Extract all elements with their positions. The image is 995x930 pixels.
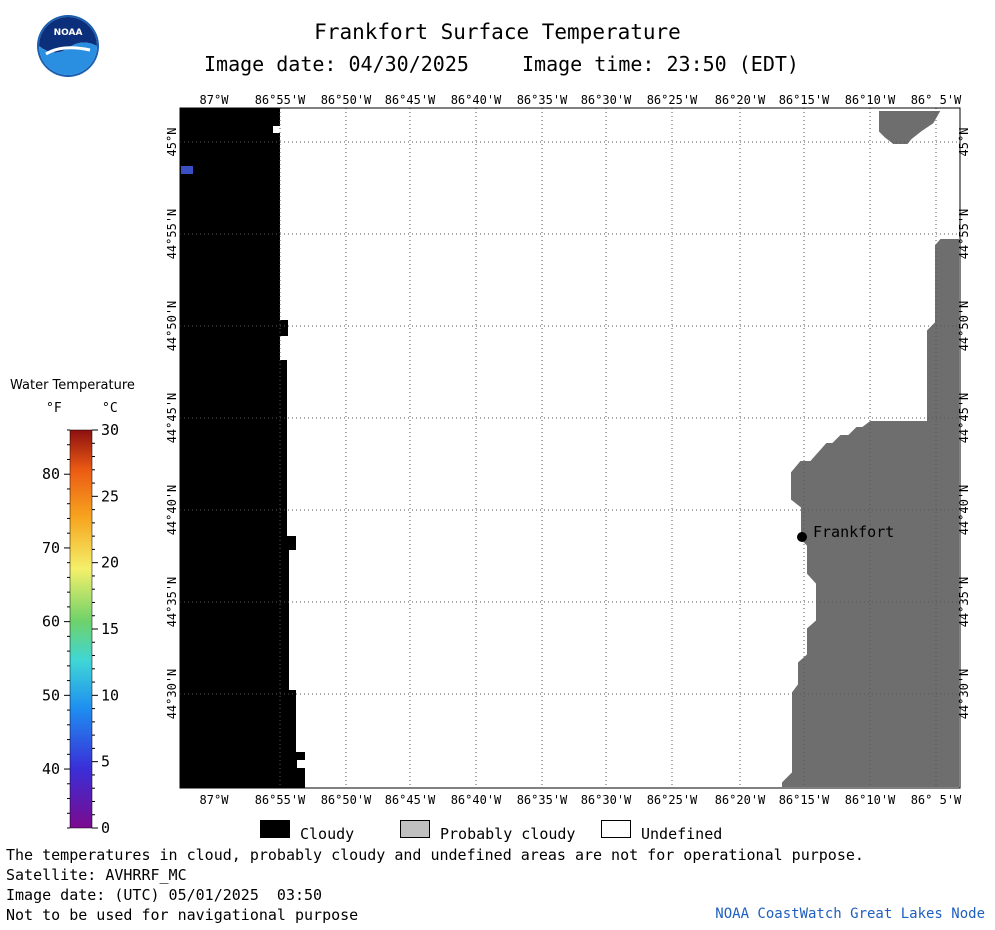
lon-label-bottom: 86°35'W <box>517 793 568 807</box>
lon-label-top: 87°W <box>200 93 230 107</box>
legend-swatch-cloudy <box>260 820 290 838</box>
colorbar-label-c: 25 <box>101 487 119 505</box>
lon-label-bottom: 86°55'W <box>255 793 306 807</box>
lat-label-left: 44°55'N <box>165 209 179 260</box>
lat-label-left: 44°35'N <box>165 577 179 628</box>
legend-label-probably-cloudy: Probably cloudy <box>440 825 576 843</box>
lon-label-bottom: 86°40'W <box>451 793 502 807</box>
legend-label-cloudy: Cloudy <box>300 825 355 843</box>
lon-label-bottom: 86°30'W <box>581 793 632 807</box>
lon-label-top: 86° 5'W <box>911 93 962 107</box>
colorbar-label-f: 50 <box>42 686 60 704</box>
footer-note: The temperatures in cloud, probably clou… <box>6 846 864 864</box>
lat-labels-right: 45°N 44°55'N 44°50'N 44°45'N 44°40'N 44°35'N 4… <box>957 128 971 720</box>
colorbar <box>69 429 93 829</box>
footer-nav-warning: Not to be used for navigational purpose <box>6 906 359 924</box>
lat-label-right: 44°30'N <box>957 669 971 720</box>
lon-label-top: 86°40'W <box>451 93 502 107</box>
legend-swatch-undefined <box>601 820 631 838</box>
lon-label-bottom: 86°10'W <box>845 793 896 807</box>
lat-labels-left: 45°N 44°55'N 44°50'N 44°45'N 44°40'N 44°35'N 4… <box>165 128 179 720</box>
noaa-logo: NOAA <box>37 15 99 77</box>
colorbar-label-c: 0 <box>101 819 110 837</box>
lat-label-right: 44°50'N <box>957 301 971 352</box>
noaa-logo-text: NOAA <box>54 28 83 38</box>
colorbar-label-f: 70 <box>42 539 60 557</box>
lat-label-right: 45°N <box>957 128 971 157</box>
water-pixel <box>181 166 193 174</box>
frankfort-marker <box>797 532 807 542</box>
lat-label-left: 44°40'N <box>165 485 179 536</box>
colorbar-label-c: 10 <box>101 686 119 704</box>
image-time: Image time: 23:50 (EDT) <box>522 52 799 76</box>
lon-label-top: 86°45'W <box>385 93 436 107</box>
lon-label-top: 86°30'W <box>581 93 632 107</box>
colorbar-label-c: 30 <box>101 421 119 439</box>
lat-label-right: 44°55'N <box>957 209 971 260</box>
colorbar-label-c: 15 <box>101 620 119 638</box>
lon-label-top: 86°15'W <box>779 93 830 107</box>
lat-label-left: 45°N <box>165 128 179 157</box>
colorbar-label-f: 40 <box>42 760 60 778</box>
colorbar-label-f: 60 <box>42 613 60 631</box>
colorbar-label-c: 20 <box>101 554 119 572</box>
lon-label-bottom: 86°25'W <box>647 793 698 807</box>
image-date: Image date: 04/30/2025 <box>204 52 469 76</box>
footer-satellite: Satellite: AVHRRF_MC <box>6 866 187 884</box>
lon-label-top: 86°25'W <box>647 93 698 107</box>
legend-swatch-probably-cloudy <box>400 820 430 838</box>
colorbar-title: Water Temperature <box>10 378 135 393</box>
lon-label-top: 86°55'W <box>255 93 306 107</box>
lon-label-bottom: 86°15'W <box>779 793 830 807</box>
colorbar-label-f: 80 <box>42 465 60 483</box>
lon-label-top: 86°20'W <box>715 93 766 107</box>
lon-label-top: 86°50'W <box>321 93 372 107</box>
lon-label-top: 86°35'W <box>517 93 568 107</box>
page-title: Frankfort Surface Temperature <box>314 20 681 44</box>
unit-celsius: °C <box>102 401 118 416</box>
lon-labels-bottom: 87°W 86°55'W 86°50'W 86°45'W 86°40'W 86°35'W 8… <box>200 793 963 807</box>
lon-label-bottom: 87°W <box>200 793 230 807</box>
footer-utc-date: Image date: (UTC) 05/01/2025 03:50 <box>6 886 323 904</box>
lon-label-bottom: 86°45'W <box>385 793 436 807</box>
lat-label-right: 44°45'N <box>957 393 971 444</box>
cloudy-region <box>180 108 305 788</box>
lon-label-bottom: 86°50'W <box>321 793 372 807</box>
place-label-frankfort: Frankfort <box>813 523 895 541</box>
lon-label-top: 86°10'W <box>845 93 896 107</box>
map-area <box>179 107 961 789</box>
lat-label-right: 44°35'N <box>957 577 971 628</box>
unit-fahrenheit: °F <box>46 401 62 416</box>
lat-label-left: 44°45'N <box>165 393 179 444</box>
lat-label-left: 44°30'N <box>165 669 179 720</box>
legend-label-undefined: Undefined <box>641 825 723 843</box>
probably-cloudy-island <box>877 109 944 146</box>
lon-label-bottom: 86°20'W <box>715 793 766 807</box>
lon-label-bottom: 86° 5'W <box>911 793 962 807</box>
lat-label-right: 44°40'N <box>957 485 971 536</box>
lon-labels-top: 87°W 86°55'W 86°50'W 86°45'W 86°40'W 86°35'W 8… <box>200 93 963 107</box>
footer-credit[interactable]: NOAA CoastWatch Great Lakes Node <box>715 906 985 922</box>
lat-label-left: 44°50'N <box>165 301 179 352</box>
colorbar-label-c: 5 <box>101 753 110 771</box>
